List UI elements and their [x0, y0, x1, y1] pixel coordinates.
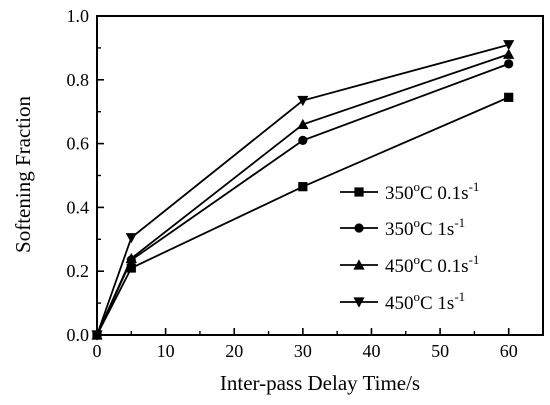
plot-markers [91, 40, 515, 341]
y-axis-title: Softening Fraction [11, 96, 35, 253]
series-line-3 [96, 53, 509, 336]
y-tick-label: 0.6 [67, 134, 90, 154]
data-point [298, 182, 308, 192]
data-point [298, 135, 308, 146]
plot-frame [96, 15, 544, 336]
x-tick-label: 40 [362, 341, 380, 361]
data-point [125, 252, 137, 264]
x-tick-label: 10 [157, 341, 175, 361]
legend: 350oC 0.1s-1 350oC 1s-1 450oC 0.1s-1 450oC … [340, 179, 479, 314]
x-tick-label: 0 [93, 341, 102, 361]
plot-lines [96, 43, 510, 336]
legend-label: 450oC 1s-1 [385, 289, 465, 314]
data-point [503, 48, 515, 59]
legend-label: 350oC 0.1s-1 [385, 179, 479, 204]
data-point [126, 263, 136, 273]
y-tick-label: 0.8 [67, 70, 90, 90]
legend-marker [353, 259, 365, 270]
axis-ticks [96, 15, 510, 336]
x-tick-label: 20 [225, 341, 243, 361]
data-point [504, 92, 514, 102]
legend-label: 350oC 1s-1 [385, 215, 465, 240]
x-axis-title: Inter-pass Delay Time/s [220, 371, 420, 395]
legend-marker [354, 187, 364, 197]
y-tick-label: 0.2 [67, 261, 90, 281]
legend-label: 450oC 0.1s-1 [385, 252, 479, 277]
x-tick-label: 50 [431, 341, 449, 361]
data-point [504, 59, 514, 69]
x-tick-label: 30 [294, 341, 312, 361]
tick-labels: 0 10 20 30 40 50 60 0.0 0.2 0.4 0.6 0.8 1.0 [67, 6, 518, 361]
legend-marker [353, 297, 365, 308]
data-point [297, 118, 309, 130]
y-tick-label: 0.0 [67, 325, 90, 345]
y-tick-label: 1.0 [67, 6, 90, 26]
x-tick-label: 60 [500, 341, 518, 361]
data-point [503, 40, 515, 51]
data-point [297, 95, 309, 107]
series-line-4 [96, 43, 509, 336]
y-tick-label: 0.4 [67, 197, 90, 217]
legend-marker [354, 223, 364, 233]
series-line-1 [96, 96, 510, 336]
data-point [125, 233, 137, 244]
